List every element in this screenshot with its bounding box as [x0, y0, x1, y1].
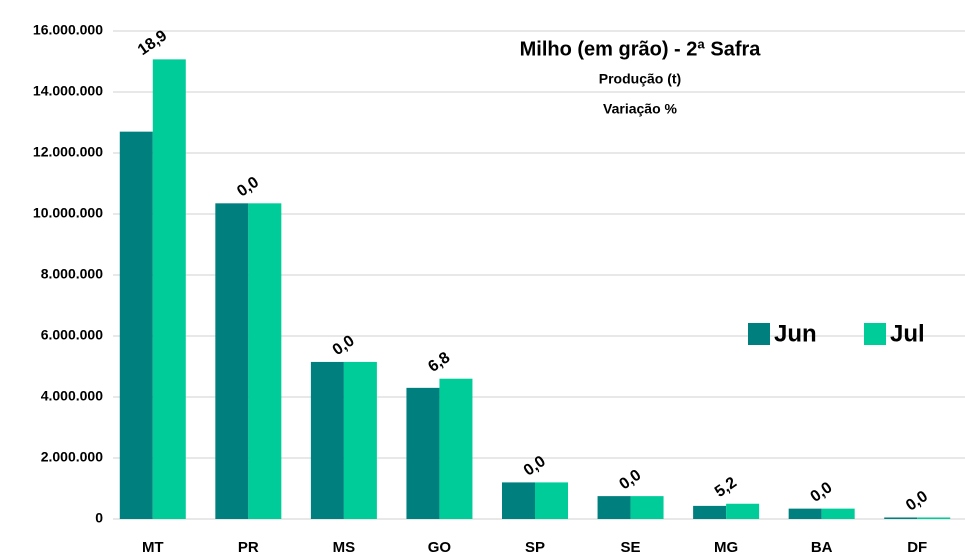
bar — [693, 505, 727, 519]
y-tick-label: 4.000.000 — [41, 388, 103, 404]
bar — [215, 203, 249, 519]
variation-label: 6,8 — [425, 349, 453, 376]
bar — [152, 59, 186, 520]
x-tick-label: SE — [621, 539, 641, 556]
bar — [884, 517, 918, 519]
y-tick-label: 0 — [95, 510, 103, 526]
x-tick-label: MS — [333, 539, 356, 556]
chart-title: Milho (em grão) - 2ª Safra — [520, 38, 762, 60]
x-tick-label: MT — [142, 539, 164, 556]
bar — [439, 378, 473, 519]
bar — [343, 361, 377, 519]
bar — [248, 203, 282, 519]
bar — [310, 361, 344, 519]
x-tick-label: GO — [428, 539, 452, 556]
y-tick-label: 2.000.000 — [41, 449, 103, 465]
legend-swatch — [864, 323, 886, 345]
y-tick-label: 16.000.000 — [33, 22, 103, 38]
bar — [726, 503, 760, 519]
bar — [119, 131, 153, 519]
bar — [502, 482, 535, 519]
x-tick-label: PR — [238, 539, 259, 556]
y-tick-label: 8.000.000 — [41, 266, 103, 282]
bar — [406, 387, 440, 519]
y-tick-label: 12.000.000 — [33, 144, 103, 160]
bar — [535, 482, 568, 519]
y-tick-label: 14.000.000 — [33, 83, 103, 99]
bar — [788, 508, 822, 519]
x-tick-label: DF — [907, 539, 927, 556]
bar — [630, 496, 664, 519]
x-tick-label: BA — [811, 539, 833, 556]
chart-subtitle: Produção (t) — [599, 71, 681, 87]
bar — [597, 496, 631, 519]
x-tick-label: MG — [714, 539, 738, 556]
variation-label: 18,9 — [135, 27, 170, 59]
bar — [917, 517, 951, 519]
y-tick-label: 6.000.000 — [41, 327, 103, 343]
legend-label: Jun — [774, 320, 817, 347]
annotation-title: Variação % — [603, 101, 677, 117]
legend-swatch — [748, 323, 770, 345]
y-tick-label: 10.000.000 — [33, 205, 103, 221]
variation-label: 5,2 — [712, 474, 740, 501]
variation-label: 0,0 — [903, 488, 931, 515]
variation-label: 0,0 — [521, 453, 549, 480]
bar — [821, 508, 855, 519]
legend-label: Jul — [890, 320, 925, 347]
variation-label: 0,0 — [616, 466, 644, 493]
x-tick-label: SP — [525, 539, 545, 556]
variation-label: 0,0 — [808, 479, 836, 506]
variation-label: 0,0 — [234, 174, 262, 201]
